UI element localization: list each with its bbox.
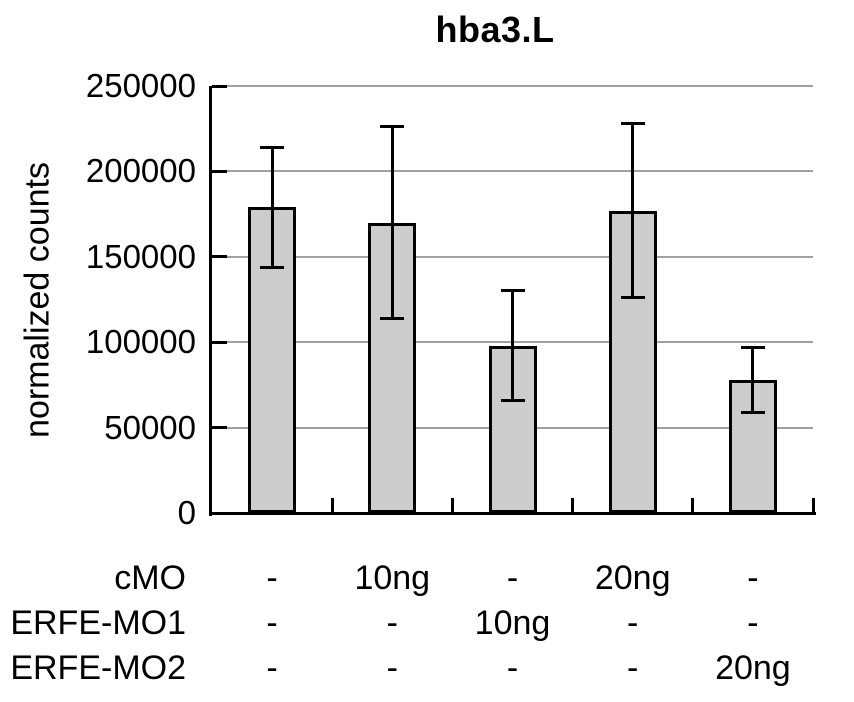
dose-cell: -: [266, 649, 278, 687]
dose-cell: -: [386, 649, 398, 687]
y-tick-label: 100000: [85, 323, 196, 361]
y-tick-label: 200000: [85, 152, 196, 190]
dose-cell: -: [747, 559, 759, 597]
error-bar-line: [751, 347, 755, 413]
row-label-cmo: cMO: [114, 559, 186, 597]
y-axis-line: [209, 86, 212, 516]
error-bar-line: [631, 123, 635, 298]
dose-cell: -: [386, 604, 398, 642]
dose-cell: -: [266, 604, 278, 642]
gridline-150000: [212, 255, 813, 258]
error-bar-cap-top: [260, 145, 285, 149]
dose-cell: 20ng: [594, 559, 671, 597]
dose-cell: -: [627, 649, 639, 687]
x-axis-tick: [811, 498, 815, 513]
x-axis-tick: [571, 498, 575, 513]
y-tick-label: 0: [177, 494, 196, 531]
error-bar-cap-bottom: [500, 398, 525, 402]
row-label-erfe-mo1: ERFE-MO1: [10, 604, 186, 642]
x-axis-tick: [330, 498, 334, 513]
row-label-erfe-mo2: ERFE-MO2: [10, 649, 186, 687]
gridline-250000: [212, 85, 813, 87]
dose-cell: -: [266, 559, 278, 597]
error-bar-cap-bottom: [260, 265, 285, 269]
y-tick-label: 150000: [85, 237, 196, 275]
error-bar-cap-bottom: [620, 296, 645, 300]
y-axis-tick: [212, 340, 227, 344]
error-bar-cap-top: [620, 122, 645, 126]
error-bar-line: [511, 290, 514, 401]
error-bar-cap-top: [500, 289, 525, 293]
x-axis-line: [209, 512, 816, 515]
dose-cell: -: [627, 604, 639, 642]
dose-cell: 10ng: [474, 604, 551, 642]
chart-title: hba3.L: [435, 9, 555, 50]
error-bar-cap-top: [740, 345, 765, 349]
error-bar-cap-top: [380, 125, 405, 129]
x-axis-tick: [691, 498, 695, 513]
error-bar-line: [270, 147, 274, 268]
y-axis-tick: [212, 255, 227, 259]
dose-cell: -: [747, 604, 759, 642]
error-bar-cap-bottom: [740, 410, 765, 414]
gridline-200000: [212, 170, 813, 173]
y-axis-tick: [212, 426, 227, 430]
bar-4: [608, 210, 657, 513]
y-axis-tick: [212, 169, 227, 173]
dose-cell: 20ng: [715, 649, 791, 687]
y-tick-label: 50000: [104, 408, 196, 446]
y-tick-label: 250000: [85, 67, 196, 104]
x-axis-tick: [450, 498, 454, 513]
error-bar-cap-bottom: [380, 316, 405, 320]
dose-cell: 10ng: [354, 559, 431, 597]
bar-3: [488, 345, 537, 513]
error-bar-line: [390, 126, 394, 319]
dose-cell: -: [506, 649, 519, 687]
y-axis-tick: [212, 84, 227, 88]
dose-cell: -: [506, 559, 519, 597]
